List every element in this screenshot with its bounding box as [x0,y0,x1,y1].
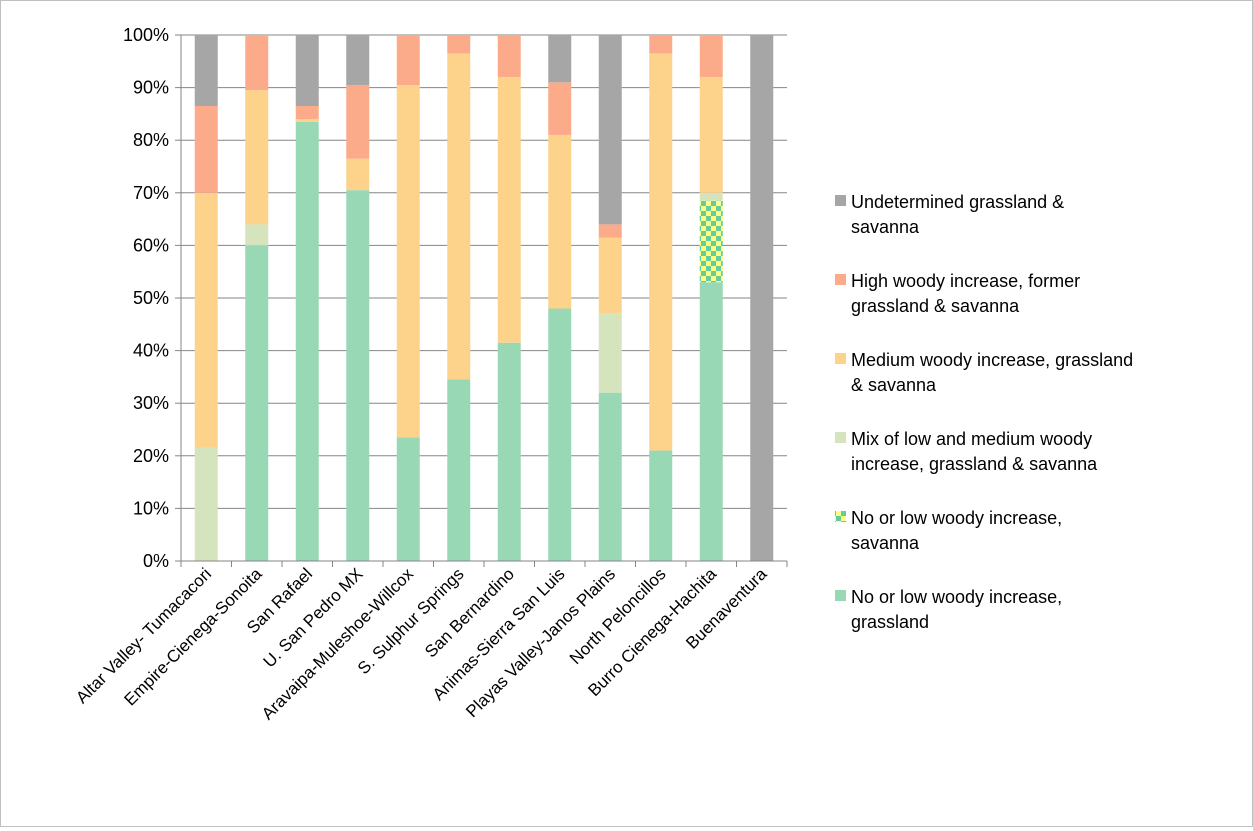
legend: Undetermined grassland & savanna High wood… [835,192,1133,632]
y-tick-label: 80% [133,130,169,150]
legend-item: Undetermined grassland & savanna [835,192,1064,237]
bar-segment [699,200,723,283]
bar-segment [548,308,572,561]
bar-segment [194,35,218,107]
bar-segment [346,35,370,85]
gridlines [175,34,787,562]
bar-segment [447,35,471,54]
bar-segment [598,35,622,225]
y-tick-label: 50% [133,288,169,308]
bar-segment [396,35,420,85]
y-tick-label: 40% [133,341,169,361]
bar-segment [346,158,370,191]
y-tick-label: 10% [133,498,169,518]
bar-segment [699,192,723,201]
legend-label: Medium woody increase, grassland & savann… [851,350,1133,395]
bar-segment [194,447,218,561]
legend-item: No or low woody increase, grassland [835,587,1062,632]
bar-segment [396,437,420,561]
bar-segment [295,119,319,122]
y-axis-tick-labels: 0% 10% 20% 30% 40% 50% 60% 70% 80% 90% 100% [123,25,169,571]
y-tick-label: 30% [133,393,169,413]
legend-item: Medium woody increase, grassland & savann… [835,350,1133,395]
bar-segment [447,53,471,380]
bar-segment [245,245,269,561]
legend-item: No or low woody increase, savanna [835,508,1062,553]
legend-label: Mix of low and medium woody increase, gra… [851,429,1098,474]
bar-segment [598,237,622,314]
bar-segment [649,35,673,54]
legend-label: No or low woody increase, grassland [851,587,1062,632]
legend-label: High woody increase, former grassland & s… [851,271,1080,316]
bar-segment [245,224,269,246]
bar-segment [194,192,218,448]
bar-segment [245,35,269,91]
bar-segment [699,35,723,78]
legend-swatch [835,195,846,206]
bar-segment [295,106,319,120]
legend-item: Mix of low and medium woody increase, gra… [835,429,1098,474]
bar-segment [245,90,269,225]
legend-swatch [835,511,846,522]
bar-segment [194,106,218,193]
bar-segment [295,121,319,561]
y-tick-label: 100% [123,25,169,45]
y-tick-label: 90% [133,78,169,98]
bar-segment [598,224,622,238]
legend-swatch [835,274,846,285]
axes [180,35,788,567]
y-tick-label: 20% [133,446,169,466]
legend-swatch [835,590,846,601]
bar-segment [346,84,370,159]
bar-segment [497,342,521,561]
x-axis-category-labels: Altar Valley- TumacacoriEmpire-Cienega-S… [72,564,771,723]
bar-segment [598,392,622,561]
bar-segment [548,134,572,309]
legend-label: Undetermined grassland & savanna [851,192,1064,237]
legend-swatch [835,432,846,443]
y-tick-label: 70% [133,183,169,203]
bar-segment [649,450,673,561]
bar-segment [396,84,420,438]
bar-segment [447,379,471,561]
bar-segment [548,35,572,83]
legend-item: High woody increase, former grassland & s… [835,271,1080,316]
bar-segment [750,35,774,561]
bar-segment [346,190,370,562]
bar-segment [497,77,521,343]
legend-label: No or low woody increase, savanna [851,508,1062,553]
bars [194,35,774,562]
bar-segment [699,282,723,561]
bar-segment [497,35,521,78]
legend-swatch [835,353,846,364]
y-tick-label: 0% [143,551,169,571]
y-tick-label: 60% [133,235,169,255]
bar-segment [649,53,673,451]
bar-segment [699,77,723,193]
bar-segment [548,82,572,135]
bar-segment [598,313,622,393]
bar-segment [295,35,319,107]
category-label: San Bernardino [421,564,518,661]
